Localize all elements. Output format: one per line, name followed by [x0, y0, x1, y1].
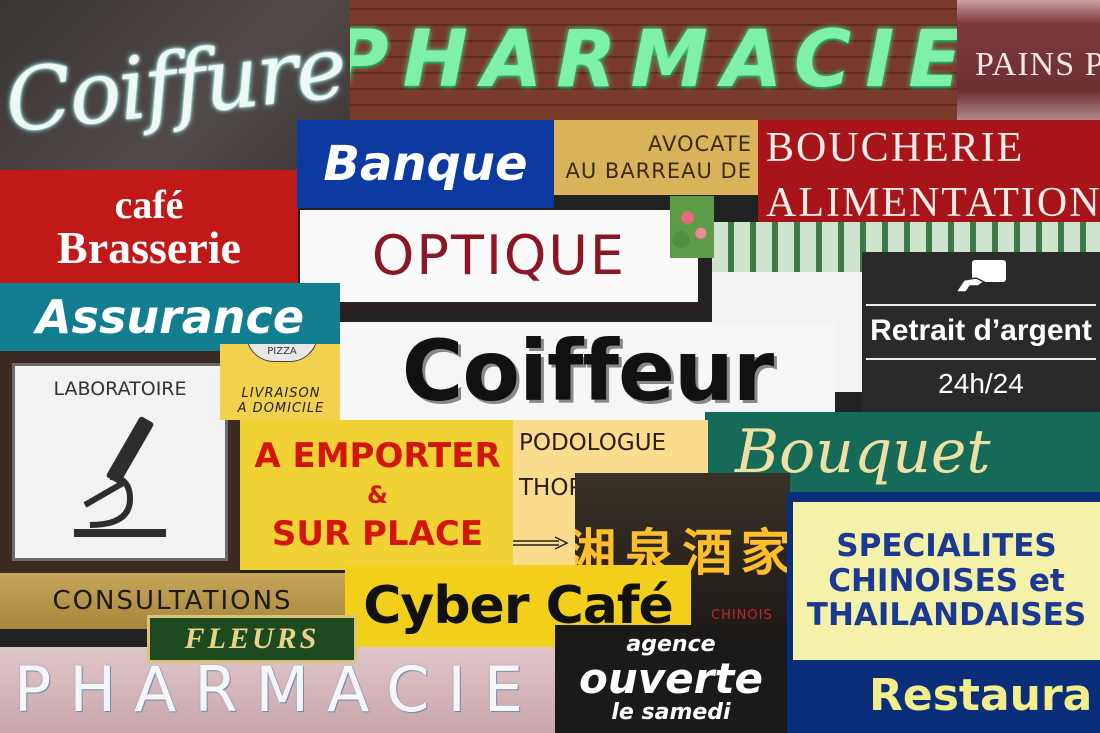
a-emporter-sign: A EMPORTER & SUR PLACE — [240, 420, 515, 570]
ouverte-text: ouverte — [579, 654, 763, 703]
pizza-badge: PIZZA — [246, 344, 318, 362]
barreau-text: AU BARREAU DE — [565, 158, 752, 183]
boucherie-sign: BOUCHERIE ALIMENTATION — [758, 120, 1100, 230]
coiffure-neon-sign: Coiffure — [0, 0, 350, 170]
ampersand-text: & — [367, 481, 388, 509]
agence-ouverte-sign: agence ouverte le samedi — [555, 625, 787, 733]
cafe-text: café — [114, 181, 184, 227]
brasserie-text: Brasserie — [57, 221, 241, 273]
divider-line — [866, 358, 1096, 360]
chinois-subtext: CHINOIS — [711, 608, 773, 623]
hours-text: 24h/24 — [938, 368, 1024, 399]
bouquet-sign: Bouquet — [705, 412, 1100, 492]
pains-awning-sign: PAINS PA — [957, 0, 1100, 130]
specialites-panel: SPECIALITES CHINOISES et THAILANDAISES — [793, 502, 1100, 660]
laboratoire-text: LABORATOIRE — [53, 378, 187, 400]
chinoises-text: CHINOISES et — [828, 562, 1065, 599]
thop-text: THOP — [519, 475, 583, 501]
fleurs-text: FLEURS — [184, 622, 320, 655]
specialites-text: SPECIALITES — [836, 527, 1057, 564]
samedi-text: le samedi — [611, 700, 731, 725]
thailandaises-text: THAILANDAISES — [806, 597, 1087, 634]
domicile-text: A DOMICILE — [237, 401, 325, 416]
cyber-cafe-text: Cyber Café — [363, 576, 673, 636]
pizza-livraison-sign: PIZZA LIVRAISON A DOMICILE — [220, 344, 342, 420]
agence-text: agence — [626, 632, 716, 657]
retrait-text: Retrait d’argent — [870, 314, 1092, 347]
pharmacie-bottom-text: PHARMACIE — [13, 653, 542, 726]
restaurant-text: Restaura — [869, 670, 1093, 721]
specialites-sign: SPECIALITES CHINOISES et THAILANDAISES R… — [787, 492, 1100, 733]
alimentation-text: ALIMENTATION — [766, 179, 1100, 226]
pains-text: PAINS PA — [975, 46, 1100, 83]
pharmacie-neon-sign: PHARMACIE — [350, 0, 957, 120]
emporter-text: A EMPORTER — [254, 436, 501, 476]
laboratoire-sign: LABORATOIRE — [0, 351, 240, 573]
pharmacie-neon-text: PHARMACIE — [350, 15, 957, 105]
podologue-text: PODOLOGUE — [519, 430, 667, 456]
coiffeur-sign: Coiffeur — [340, 322, 835, 420]
cafe-brasserie-sign: café Brasserie — [0, 170, 298, 285]
consultations-text: CONSULTATIONS — [52, 586, 293, 616]
optique-text: OPTIQUE — [371, 224, 627, 287]
assurance-text: Assurance — [35, 290, 305, 344]
retrait-argent-sign: Retrait d’argent 24h/24 — [862, 252, 1100, 412]
cyber-cafe-sign: Cyber Café — [345, 565, 691, 647]
coiffeur-text: Coiffeur — [401, 322, 774, 420]
card-hand-icon — [954, 260, 1006, 293]
avocate-sign: AVOCATE AU BARREAU DE — [554, 120, 758, 195]
divider-line — [866, 304, 1096, 306]
banque-text: Banque — [323, 136, 528, 192]
laboratoire-panel: LABORATOIRE — [12, 363, 228, 561]
sur-place-text: SUR PLACE — [271, 514, 484, 554]
optique-sign: OPTIQUE — [300, 210, 698, 310]
bouquet-text: Bouquet — [735, 417, 991, 487]
banque-sign: Banque — [297, 120, 554, 208]
avocate-text: AVOCATE — [647, 131, 752, 156]
fleurs-sign: FLEURS — [147, 615, 357, 663]
boucherie-text: BOUCHERIE — [766, 124, 1025, 171]
assurance-sign: Assurance — [0, 283, 340, 351]
arrow-right-icon — [513, 536, 569, 550]
microscope-icon — [74, 416, 166, 537]
flower-box — [670, 196, 714, 258]
livraison-text: LIVRAISON — [241, 386, 321, 401]
